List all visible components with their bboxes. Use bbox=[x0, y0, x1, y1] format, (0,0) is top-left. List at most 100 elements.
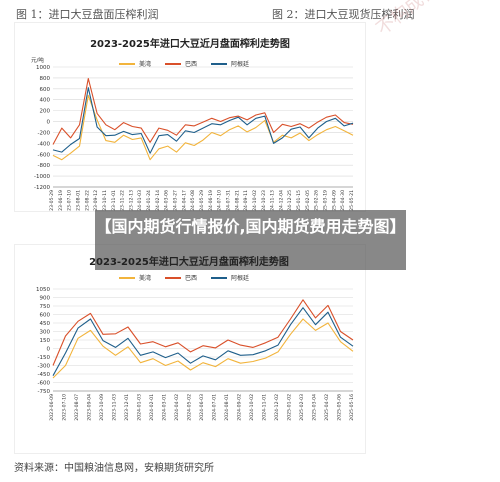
y-tick-label: 900 bbox=[40, 296, 51, 302]
legend-swatch-argentina bbox=[211, 62, 228, 65]
legend-item-brazil: 巴西 bbox=[165, 59, 197, 68]
figure-1-label: 图 1：进口大豆盘面压榨利润 bbox=[16, 8, 159, 21]
x-tick-label: 2024-06-19 bbox=[208, 190, 214, 211]
x-tick-label: 2025-01-02 bbox=[287, 394, 293, 421]
legend-swatch-argentina bbox=[211, 276, 228, 279]
x-tick-label: 2023-11-22 bbox=[120, 190, 126, 211]
legend-label-us: 美湾 bbox=[139, 275, 152, 282]
x-tick-label: 2025-05-16 bbox=[349, 394, 355, 421]
y-axis-label: 元/吨 bbox=[31, 56, 44, 64]
y-tick-label: -450 bbox=[38, 372, 51, 378]
x-tick-label: 2024-08-21 bbox=[234, 190, 240, 211]
x-tick-label: 2023-11-03 bbox=[112, 394, 118, 421]
y-tick-label: 150 bbox=[40, 338, 51, 344]
source-note: 资料来源：中国粮油信息网，安粮期货研究所 bbox=[14, 463, 214, 474]
x-tick-label: 2023-11-01 bbox=[111, 190, 117, 211]
x-tick-label: 2024-08-01 bbox=[224, 394, 230, 421]
chart-2-title: 2023-2025年进口大豆近月盘面榨利走势图 bbox=[89, 257, 289, 268]
chart-1-legend: 美湾 巴西 阿根廷 bbox=[119, 59, 249, 68]
x-tick-label: 2023-12-01 bbox=[124, 394, 130, 421]
x-tick-label: 2024-01-03 bbox=[137, 394, 143, 421]
y-tick-label: -750 bbox=[38, 389, 51, 395]
legend-swatch-us bbox=[119, 276, 135, 279]
x-tick-label: 2024-05-29 bbox=[199, 190, 205, 211]
x-tick-label: 2025-05-06 bbox=[337, 394, 343, 421]
y-tick-label: -1200 bbox=[34, 185, 50, 191]
x-tick-label: 2024-11-13 bbox=[270, 190, 276, 211]
series-line-brazil bbox=[52, 77, 354, 145]
legend-label-argentina: 阿根廷 bbox=[231, 61, 250, 68]
chart-1-title: 2023-2025年进口大豆近月盘面榨利走势图 bbox=[90, 39, 290, 50]
legend-item-us: 美湾 bbox=[119, 273, 151, 282]
x-tick-label: 2023-06-19 bbox=[58, 190, 64, 211]
x-tick-label: 2023-12-13 bbox=[128, 190, 134, 211]
x-tick-label: 2023-06-09 bbox=[49, 394, 55, 421]
chart-1-panel: 2023-2025年进口大豆近月盘面榨利走势图 美湾 巴西 阿根廷 1000 80… bbox=[14, 22, 366, 212]
y-tick-label: -300 bbox=[38, 364, 51, 370]
x-tick-label: 2025-01-15 bbox=[296, 190, 302, 211]
x-tick-label: 2023-05-29 bbox=[49, 190, 55, 211]
x-tick-label: 2024-06-03 bbox=[199, 394, 205, 421]
x-tick-label: 2023-07-10 bbox=[67, 190, 73, 211]
legend-label-brazil: 巴西 bbox=[185, 61, 198, 68]
x-tick-label: 2024-12-25 bbox=[287, 190, 293, 211]
y-tick-label: 750 bbox=[40, 304, 51, 310]
y-tick-label: 400 bbox=[40, 98, 51, 104]
y-tick-label: 1000 bbox=[36, 65, 50, 71]
x-tick-label: 2023-08-07 bbox=[74, 394, 80, 421]
x-tick-label: 2023-10-09 bbox=[99, 394, 105, 421]
x-tick-label: 2024-09-11 bbox=[243, 190, 249, 211]
x-tick-label: 2024-02-01 bbox=[149, 394, 155, 421]
headline-text: 【国内期货行情报价,国内期货费用走势图】 bbox=[95, 217, 406, 236]
y-tick-label: -200 bbox=[38, 130, 51, 136]
x-tick-label: 2024-07-10 bbox=[217, 190, 223, 211]
x-tick-label: 2024-04-02 bbox=[174, 394, 180, 421]
x-tick-label: 2025-02-05 bbox=[305, 190, 311, 211]
x-tick-label: 2024-10-02 bbox=[252, 190, 258, 211]
y-tick-label: 1050 bbox=[36, 287, 50, 293]
x-tick-label: 2023-08-22 bbox=[84, 190, 90, 211]
x-tick-label: 2024-02-14 bbox=[155, 190, 161, 211]
x-tick-label: 2024-05-08 bbox=[190, 190, 196, 211]
x-tick-label: 2024-03-27 bbox=[173, 190, 179, 211]
x-tick-label: 2023-08-01 bbox=[75, 190, 81, 211]
x-tick-label: 2024-07-31 bbox=[225, 190, 231, 211]
x-tick-label: 2023-10-11 bbox=[102, 190, 108, 211]
x-tick-label: 2023-09-12 bbox=[93, 190, 99, 211]
x-tick-label: 2023-09-04 bbox=[87, 394, 93, 421]
y-tick-label: -1000 bbox=[34, 174, 50, 180]
legend-swatch-brazil bbox=[165, 62, 182, 65]
x-tick-label: 2024-04-17 bbox=[181, 190, 187, 211]
x-tick-label: 2024-01-24 bbox=[146, 190, 152, 211]
y-tick-label: -800 bbox=[38, 163, 51, 169]
x-tick-label: 2025-03-19 bbox=[323, 190, 329, 211]
series-line-argentina bbox=[52, 307, 354, 376]
x-tick-label: 2024-10-02 bbox=[249, 394, 255, 421]
x-tick-label: 2025-02-26 bbox=[314, 190, 320, 211]
x-tick-label: 2024-10-23 bbox=[261, 190, 267, 211]
y-tick-label: 600 bbox=[40, 313, 51, 319]
y-tick-label: 0 bbox=[47, 347, 51, 353]
legend-item-brazil: 巴西 bbox=[165, 273, 197, 282]
x-tick-label: 2025-03-04 bbox=[312, 394, 318, 421]
y-tick-label: -150 bbox=[38, 355, 51, 361]
y-tick-label: 0 bbox=[47, 120, 51, 126]
figure-2-label: 图 2：进口大豆现货压榨利润 bbox=[272, 8, 415, 21]
x-tick-label: 2025-05-21 bbox=[349, 190, 355, 211]
y-tick-label: 200 bbox=[40, 109, 51, 115]
y-tick-label: -600 bbox=[38, 152, 51, 158]
series-line-brazil bbox=[52, 299, 354, 366]
x-tick-label: 2024-09-02 bbox=[237, 394, 243, 421]
legend-item-us: 美湾 bbox=[119, 59, 151, 68]
legend-label-brazil: 巴西 bbox=[185, 275, 198, 282]
chart-2-plot: 1050 900 750 600 450 300 150 0 -150 -300 -450 -600 -… bbox=[36, 287, 355, 421]
legend-item-argentina: 阿根廷 bbox=[211, 273, 249, 282]
x-tick-label: 2023-07-10 bbox=[62, 394, 68, 421]
x-tick-label: 2025-02-03 bbox=[299, 394, 305, 421]
chart-2-legend: 美湾 巴西 阿根廷 bbox=[119, 273, 249, 282]
x-tick-label: 2025-04-02 bbox=[324, 394, 330, 421]
legend-label-us: 美湾 bbox=[139, 61, 152, 68]
x-tick-label: 2025-04-09 bbox=[331, 190, 337, 211]
legend-swatch-brazil bbox=[165, 276, 182, 279]
x-tick-label: 2024-03-06 bbox=[164, 190, 170, 211]
